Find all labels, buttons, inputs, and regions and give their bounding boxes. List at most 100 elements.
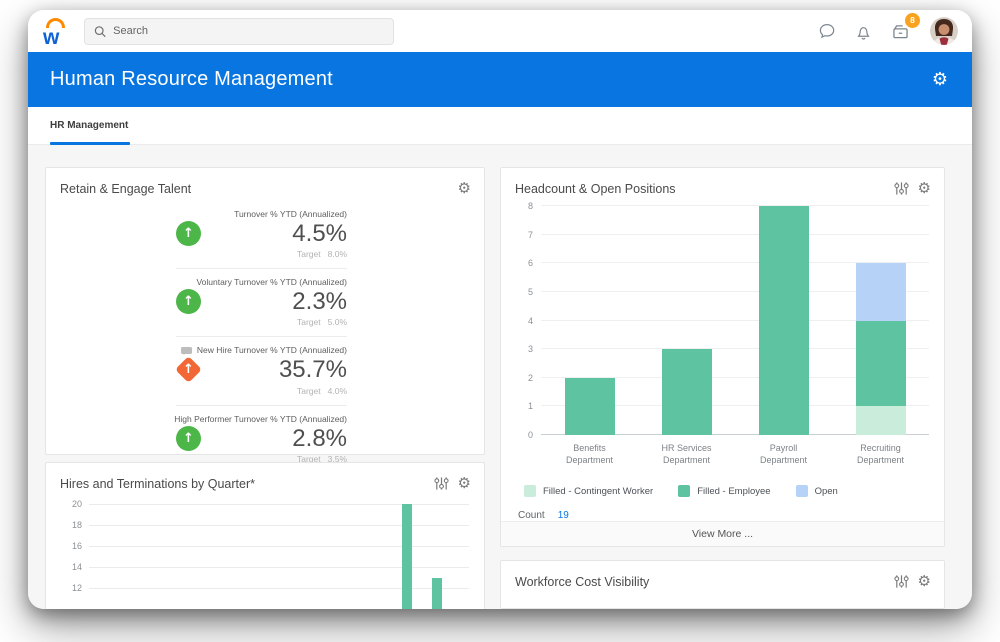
card-title: Headcount & Open Positions (515, 181, 676, 196)
y-axis-tick: 20 (71, 499, 82, 509)
kpi-mid: ↑ 35.7% (175, 356, 347, 384)
legend-swatch (524, 485, 536, 497)
legend-item: Filled - Contingent Worker (524, 485, 653, 497)
gridline (541, 434, 929, 435)
card-header: Workforce Cost Visibility (501, 561, 944, 589)
y-axis-tick: 5 (527, 286, 533, 297)
chart-settings-sliders-icon[interactable] (893, 574, 909, 589)
dashboard-content: Retain & Engage Talent ⚙ Turnover % YTD … (28, 145, 972, 609)
legend-item: Filled - Employee (678, 485, 771, 497)
card-header: Hires and Terminations by Quarter* (46, 463, 484, 491)
search-icon (94, 25, 106, 37)
x-axis-label: HR Services Department (661, 443, 712, 466)
tab-bar: HR Management (28, 107, 972, 145)
kpi-label: Voluntary Turnover % YTD (Annualized) (176, 277, 347, 287)
kpi-target: Target 4.0% (176, 386, 347, 396)
up-arrow-icon: ↑ (183, 430, 194, 446)
gridline (541, 376, 929, 378)
page-header: Human Resource Management ⚙ (28, 52, 972, 107)
kpi-target: Target 8.0% (176, 249, 347, 259)
gridline (89, 525, 469, 526)
legend-swatch (795, 485, 808, 497)
bar-segment (855, 406, 906, 435)
kpi-value: 2.3% (292, 288, 347, 316)
kpi-row[interactable]: Voluntary Turnover % YTD (Annualized) ↑ 2.… (176, 269, 347, 336)
y-axis-tick: 18 (71, 520, 82, 530)
y-axis-tick: 0 (527, 430, 533, 440)
user-avatar[interactable] (930, 17, 958, 45)
y-axis-tick: 12 (71, 583, 82, 593)
status-up-icon: ↑ (176, 289, 201, 315)
tab-hr-management[interactable]: HR Management (50, 107, 131, 145)
count-value-link[interactable]: 19 (557, 510, 569, 521)
y-axis-tick: 6 (527, 258, 533, 269)
card-retain-engage-talent: Retain & Engage Talent ⚙ Turnover % YTD … (45, 167, 485, 498)
gridline (541, 233, 929, 235)
chat-icon[interactable] (816, 21, 837, 42)
gridline (89, 588, 469, 589)
gridline (541, 290, 929, 292)
card-gear-icon[interactable]: ⚙ (917, 572, 931, 590)
gridline (89, 567, 469, 568)
app-window: w (28, 10, 972, 609)
target-label: Target (297, 249, 321, 260)
page-settings-gear-icon[interactable]: ⚙ (931, 68, 948, 90)
gridline (541, 348, 929, 350)
gridline (541, 319, 929, 321)
kpi-row[interactable]: Turnover % YTD (Annualized) ↑ 4.5% Target 8.… (176, 201, 347, 268)
kpi-mid: ↑ 2.3% (176, 289, 347, 314)
page-title: Human Resource Management (50, 68, 333, 90)
view-more-button[interactable]: View More ... (501, 521, 944, 546)
legend-item: Open (795, 485, 838, 497)
target-label: Target (297, 385, 321, 396)
card-title: Hires and Terminations by Quarter* (60, 476, 255, 491)
kpi-value: 35.7% (278, 356, 347, 384)
y-axis-tick: 3 (527, 344, 533, 355)
kpi-mid: ↑ 4.5% (176, 221, 347, 246)
y-axis-tick: 14 (71, 562, 82, 572)
gridline (541, 205, 929, 206)
bar-segment (564, 377, 615, 435)
count-label: Count (518, 510, 545, 521)
hires-chart-plot: 20 18 16 14 12 (72, 499, 469, 609)
search-input[interactable] (113, 25, 384, 37)
headcount-chart-plot: 0 1 2 3 4 5 6 7 8 (528, 201, 929, 440)
chart-settings-sliders-icon[interactable] (893, 181, 909, 196)
target-label: Target (297, 453, 321, 464)
kpi-value: 2.8% (292, 424, 347, 452)
headcount-legend: Filled - Contingent Worker Filled - Emplo… (524, 485, 929, 497)
target-value: 4.0% (327, 385, 347, 396)
kpi-target: Target 3.5% (176, 454, 347, 464)
kpi-label: Turnover % YTD (Annualized) (176, 209, 347, 219)
kpi-label-text: High Performer Turnover % YTD (Annualize… (174, 413, 347, 424)
comment-icon (180, 346, 192, 355)
kpi-label-text: Turnover % YTD (Annualized) (234, 209, 347, 219)
inbox-tray-icon[interactable]: 8 (890, 12, 920, 42)
gridline (89, 546, 469, 547)
target-value: 5.0% (327, 317, 347, 328)
alert-diamond-up-icon: ↑ (175, 356, 202, 384)
workday-logo[interactable]: w (42, 16, 69, 49)
card-gear-icon[interactable]: ⚙ (457, 179, 471, 197)
kpi-label-text: Voluntary Turnover % YTD (Annualized) (196, 277, 347, 288)
x-axis-label: Recruiting Department (856, 443, 905, 466)
card-title: Workforce Cost Visibility (515, 574, 650, 589)
card-header: Headcount & Open Positions (501, 168, 944, 196)
card-gear-icon[interactable]: ⚙ (457, 474, 471, 492)
bar-segment (758, 206, 809, 435)
left-column: Retain & Engage Talent ⚙ Turnover % YTD … (45, 167, 485, 609)
search-bar[interactable] (84, 17, 394, 45)
kpi-row[interactable]: New Hire Turnover % YTD (Annualized) ↑ 35.… (175, 337, 347, 404)
up-arrow-icon: ↑ (183, 226, 194, 242)
chart-settings-sliders-icon[interactable] (433, 476, 449, 491)
logo-arc-icon (46, 17, 65, 28)
card-gear-icon[interactable]: ⚙ (917, 179, 931, 197)
bar (432, 577, 442, 609)
notifications-bell-icon[interactable] (853, 21, 874, 42)
card-workforce-cost-visibility: Workforce Cost Visibility (500, 560, 945, 609)
kpi-divider (176, 404, 347, 406)
y-axis-tick: 7 (527, 229, 533, 240)
kpi-mid: ↑ 2.8% (176, 424, 347, 452)
status-up-icon: ↑ (176, 425, 201, 451)
kpi-row[interactable]: High Performer Turnover % YTD (Annualize… (174, 406, 347, 473)
